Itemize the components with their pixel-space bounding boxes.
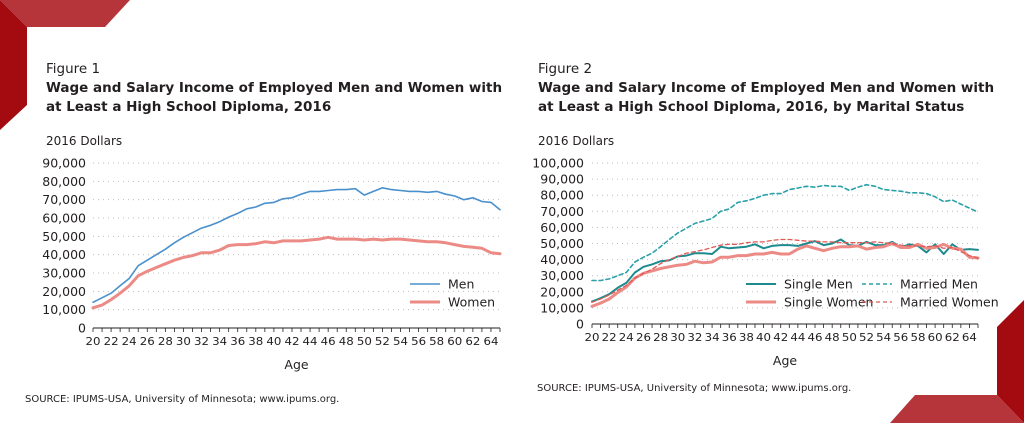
y-tick-label: 70,000 [42,192,86,207]
corner-decoration-top-left [0,0,130,130]
x-tick-label: 54 [393,335,408,348]
x-tick-label: 30 [670,331,685,344]
x-tick-label: 26 [140,335,155,348]
series-line-women [91,235,502,310]
x-tick-label: 20 [86,335,101,348]
x-axis-label: Age [284,357,308,372]
figure-1-title-line-2: at Least a High School Diploma, 2016 [46,99,332,115]
x-tick-label: 50 [357,335,372,348]
x-tick-label: 60 [928,331,943,344]
y-tick-label: 40,000 [42,247,86,262]
y-tick-label: 20,000 [540,284,584,299]
figure-1-title-line-1: Wage and Salary Income of Employed Men a… [46,80,503,96]
x-tick-label: 22 [602,331,617,344]
x-tick-label: 38 [739,331,754,344]
y-tick-label: 40,000 [540,252,584,267]
x-tick-label: 30 [176,335,191,348]
x-tick-label: 62 [465,335,480,348]
series-line-men [92,187,501,304]
y-tick-label: 10,000 [42,302,86,317]
x-tick-label: 36 [722,331,737,344]
x-tick-label: 40 [266,335,281,348]
legend-label-women: Women [448,295,495,310]
legend-label-married-men: Married Men [900,277,978,292]
y-tick-label: 30,000 [540,268,584,283]
figure-2-title-line-2: at Least a High School Diploma, 2016, by… [538,99,965,115]
figure-2-label: Figure 2 [538,61,593,77]
x-tick-label: 34 [212,335,227,348]
figure-1-units-label: 2016 Dollars [46,134,123,148]
figure-1-label: Figure 1 [46,61,101,77]
x-tick-label: 32 [687,331,702,344]
x-tick-label: 50 [842,331,857,344]
x-tick-label: 24 [122,335,137,348]
legend-label-men: Men [448,277,474,292]
series-line-married-women [591,238,979,303]
y-tick-label: 10,000 [540,300,584,315]
chart-2-plot: 0 10,00020,00030,00040,00050,00060,00070,… [532,156,998,369]
x-tick-label: 42 [773,331,788,344]
x-tick-label: 44 [790,331,805,344]
y-tick-label: 50,000 [42,229,86,244]
figure-2-source: SOURCE: IPUMS-USA, University of Minneso… [537,383,852,394]
y-tick-label: 20,000 [42,284,86,299]
x-tick-label: 64 [962,331,977,344]
x-tick-label: 56 [893,331,908,344]
x-tick-label: 44 [303,335,318,348]
y-tick-label: 80,000 [540,188,584,203]
x-tick-label: 60 [447,335,462,348]
y-tick-label: 50,000 [540,236,584,251]
corner-decoration-bottom-right [890,300,1024,423]
x-tick-label: 54 [876,331,891,344]
x-tick-label: 32 [194,335,209,348]
x-tick-label: 22 [104,335,119,348]
x-tick-label: 64 [483,335,498,348]
y-tick-label: 30,000 [42,266,86,281]
x-tick-label: 52 [375,335,390,348]
x-tick-label: 62 [945,331,960,344]
x-tick-label: 58 [910,331,925,344]
x-axis-label: Age [773,353,797,368]
figure-2-units-label: 2016 Dollars [538,134,615,148]
x-tick-label: 20 [585,331,600,344]
legend-label-single-men: Single Men [784,277,853,292]
legend-label-single-women: Single Women [784,295,873,310]
chart-1-plot: 0 10,000 20,000 30,000 40,000 50,000 60,000 70,… [42,156,502,372]
x-tick-label: 24 [619,331,634,344]
figure-1-source: SOURCE: IPUMS-USA, University of Minneso… [25,394,340,405]
x-tick-label: 46 [808,331,823,344]
x-tick-label: 26 [636,331,651,344]
y-tick-label: 70,000 [540,204,584,219]
x-tick-label: 42 [284,335,299,348]
x-tick-label: 48 [339,335,354,348]
x-tick-label: 48 [825,331,840,344]
x-tick-label: 38 [248,335,263,348]
x-tick-label: 28 [653,331,668,344]
series-line-married-men [591,183,979,282]
x-tick-label: 40 [756,331,771,344]
y-tick-label: 80,000 [42,174,86,189]
x-tick-label: 58 [429,335,444,348]
x-tick-label: 52 [859,331,874,344]
y-tick-label: 0 [78,321,86,336]
y-tick-label: 90,000 [42,156,86,171]
x-tick-label: 28 [158,335,173,348]
x-tick-label: 56 [411,335,426,348]
legend-label-married-women: Married Women [900,295,999,310]
y-tick-label: 100,000 [532,156,584,171]
x-tick-label: 34 [705,331,720,344]
x-tick-label: 46 [321,335,336,348]
y-tick-label: 60,000 [42,211,86,226]
y-tick-label: 90,000 [540,172,584,187]
y-tick-label: 60,000 [540,220,584,235]
x-tick-label: 36 [230,335,245,348]
y-tick-label: 0 [576,317,584,332]
figure-2-title-line-1: Wage and Salary Income of Employed Men a… [538,80,995,96]
